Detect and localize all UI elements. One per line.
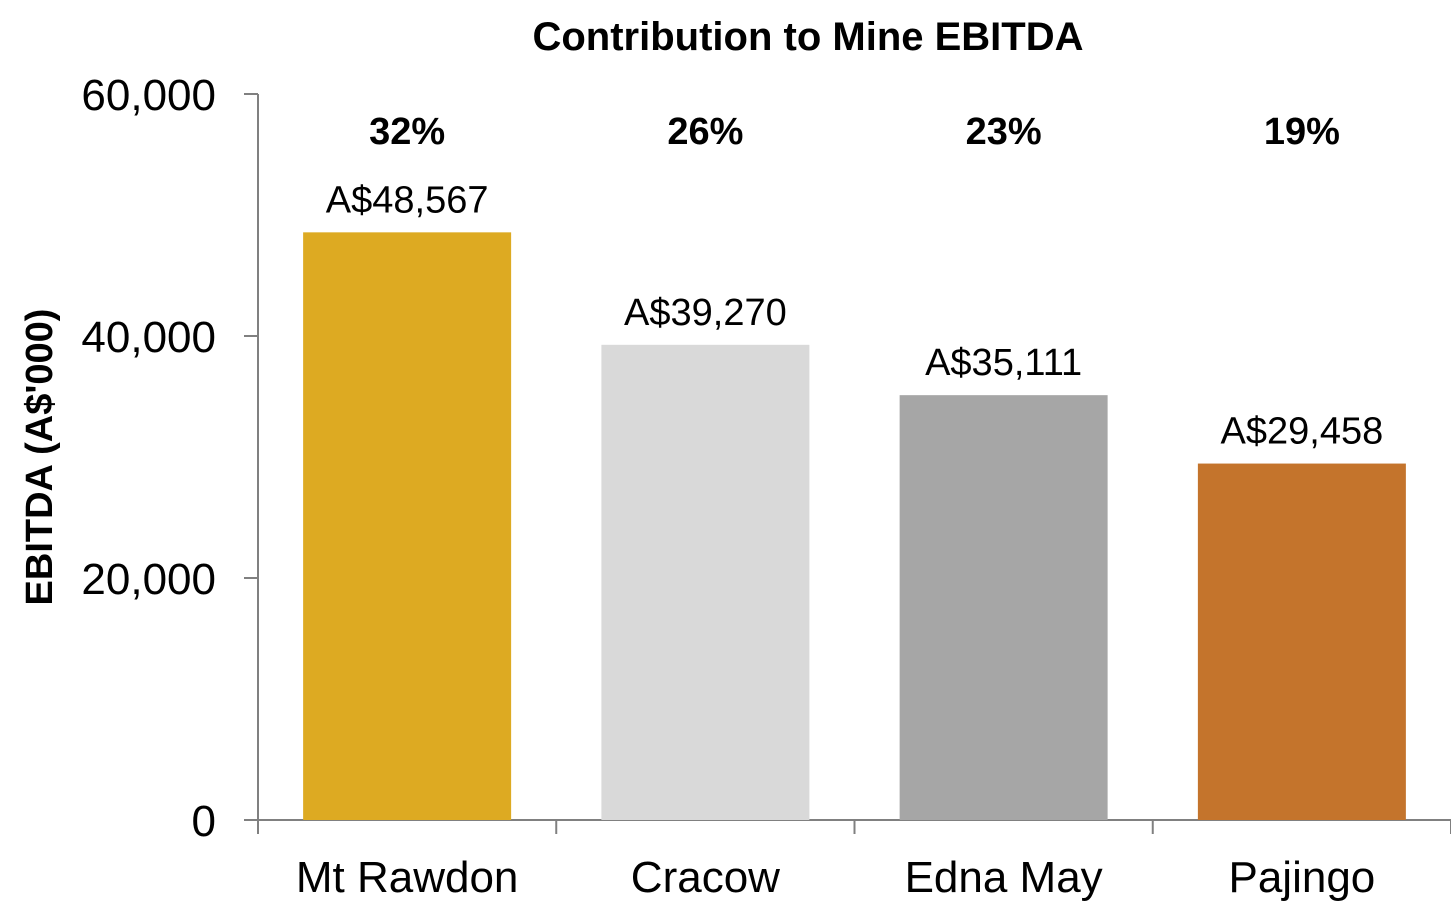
data-label: A$48,567: [326, 179, 489, 221]
data-label: A$35,111: [925, 342, 1082, 384]
x-tick-label: Cracow: [631, 853, 780, 901]
data-label: A$29,458: [1221, 411, 1384, 453]
y-axis: 0 20,000 40,000 60,000: [81, 71, 259, 846]
bar: [899, 395, 1108, 820]
y-tick-label: 20,000: [81, 555, 216, 604]
x-tick-label: Edna May: [905, 853, 1103, 901]
bar: [303, 232, 512, 820]
x-tick-label: Mt Rawdon: [296, 853, 519, 901]
category-labels: Mt Rawdon Cracow Edna May Pajingo: [296, 853, 1375, 901]
x-axis: [257, 819, 1451, 834]
y-axis-title: EBITDA (A$'000): [19, 309, 61, 606]
x-tick-label: Pajingo: [1228, 853, 1375, 901]
value-labels: A$48,567 A$39,270 A$35,111 A$29,458: [326, 179, 1383, 452]
chart-title: Contribution to Mine EBITDA: [532, 15, 1083, 59]
bars: [303, 232, 1406, 820]
percent-label: 19%: [1264, 111, 1340, 153]
bar: [1197, 463, 1406, 820]
percent-label: 23%: [966, 111, 1042, 153]
percent-label: 26%: [667, 111, 743, 153]
y-tick-label: 40,000: [81, 313, 216, 362]
y-tick-label: 0: [192, 797, 216, 846]
y-tick-label: 60,000: [81, 71, 216, 120]
percent-label: 32%: [369, 111, 445, 153]
data-label: A$39,270: [624, 292, 787, 334]
percent-labels: 32% 26% 23% 19%: [369, 111, 1340, 153]
bar: [601, 344, 810, 820]
